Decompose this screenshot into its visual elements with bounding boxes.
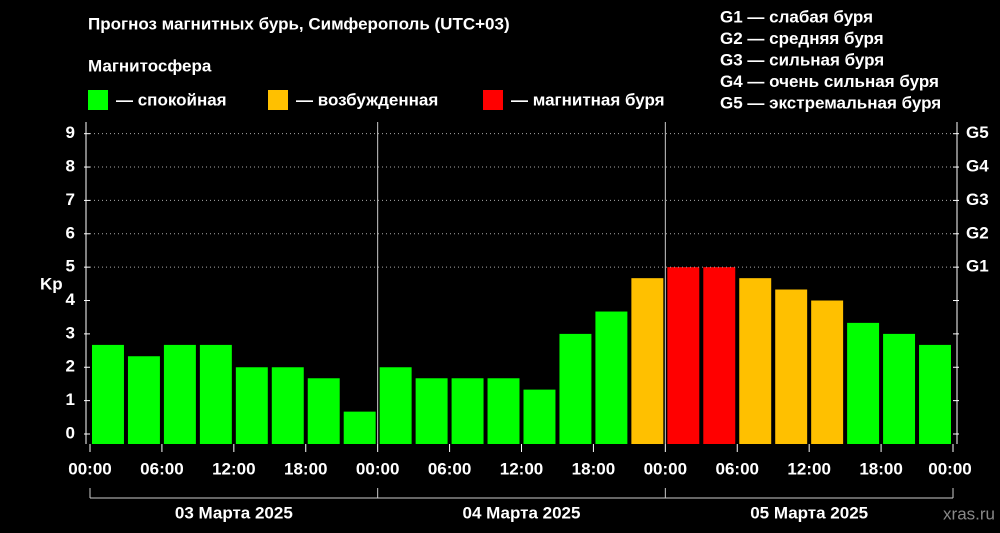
watermark: xras.ru bbox=[943, 504, 995, 523]
bar bbox=[163, 344, 196, 444]
bar bbox=[739, 278, 772, 444]
legend-title: Магнитосфера bbox=[88, 56, 212, 75]
x-tick-label: 12:00 bbox=[212, 459, 255, 478]
x-tick-label: 06:00 bbox=[428, 459, 471, 478]
bar bbox=[847, 322, 880, 444]
date-label: 05 Марта 2025 bbox=[750, 503, 868, 522]
date-label: 03 Марта 2025 bbox=[175, 503, 293, 522]
chart-title: Прогноз магнитных бурь, Симферополь (UTC… bbox=[88, 14, 510, 33]
y-axis-label: Kp bbox=[40, 274, 63, 293]
bar bbox=[127, 356, 160, 444]
bar bbox=[415, 378, 448, 444]
x-tick-label: 06:00 bbox=[716, 459, 759, 478]
legend-swatch bbox=[483, 90, 503, 110]
legend-swatch bbox=[268, 90, 288, 110]
y-tick-label: 8 bbox=[66, 157, 75, 176]
y-tick-label: 1 bbox=[66, 390, 75, 409]
bar bbox=[379, 367, 412, 444]
legend-swatch bbox=[88, 90, 108, 110]
y-tick-label: 0 bbox=[66, 423, 75, 442]
legend-label: — спокойная bbox=[116, 90, 227, 109]
bar bbox=[451, 378, 484, 444]
bar bbox=[595, 311, 628, 444]
bar bbox=[271, 367, 304, 444]
storm-level: G1 — слабая буря bbox=[720, 7, 873, 26]
bar bbox=[703, 267, 736, 444]
legend-label: — возбужденная bbox=[296, 90, 438, 109]
bar bbox=[631, 278, 664, 444]
bar bbox=[559, 333, 592, 444]
bar bbox=[92, 344, 124, 444]
storm-level: G3 — сильная буря bbox=[720, 50, 884, 69]
y2-tick-label: G4 bbox=[966, 157, 989, 176]
bar bbox=[235, 367, 268, 444]
y2-tick-label: G5 bbox=[966, 123, 989, 142]
bar bbox=[883, 333, 916, 444]
y-tick-label: 9 bbox=[66, 123, 75, 142]
x-tick-label: 12:00 bbox=[787, 459, 830, 478]
y-tick-label: 7 bbox=[66, 190, 75, 209]
x-tick-label: 00:00 bbox=[68, 459, 111, 478]
x-tick-label: 18:00 bbox=[572, 459, 615, 478]
legend-label: — магнитная буря bbox=[511, 90, 665, 109]
bar bbox=[343, 411, 376, 444]
storm-level: G4 — очень сильная буря bbox=[720, 72, 939, 91]
y-tick-label: 3 bbox=[66, 323, 75, 342]
bar bbox=[811, 300, 844, 444]
bar bbox=[307, 378, 340, 444]
x-tick-label: 00:00 bbox=[928, 459, 971, 478]
x-tick-label: 00:00 bbox=[356, 459, 399, 478]
bar bbox=[919, 344, 951, 444]
storm-level: G2 — средняя буря bbox=[720, 29, 884, 48]
bar bbox=[775, 289, 808, 444]
y-tick-label: 2 bbox=[66, 357, 75, 376]
y2-tick-label: G1 bbox=[966, 257, 989, 276]
x-tick-label: 12:00 bbox=[500, 459, 543, 478]
bar bbox=[667, 267, 700, 444]
y2-tick-label: G2 bbox=[966, 223, 989, 242]
y2-tick-label: G3 bbox=[966, 190, 989, 209]
x-tick-label: 06:00 bbox=[140, 459, 183, 478]
bar bbox=[199, 344, 232, 444]
x-tick-label: 00:00 bbox=[644, 459, 687, 478]
bar bbox=[487, 378, 520, 444]
y-tick-label: 4 bbox=[66, 290, 76, 309]
storm-level: G5 — экстремальная буря bbox=[720, 93, 941, 112]
x-tick-label: 18:00 bbox=[859, 459, 902, 478]
y-tick-label: 5 bbox=[66, 257, 75, 276]
bar bbox=[523, 389, 556, 444]
y-tick-label: 6 bbox=[66, 223, 75, 242]
x-tick-label: 18:00 bbox=[284, 459, 327, 478]
date-label: 04 Марта 2025 bbox=[463, 503, 581, 522]
